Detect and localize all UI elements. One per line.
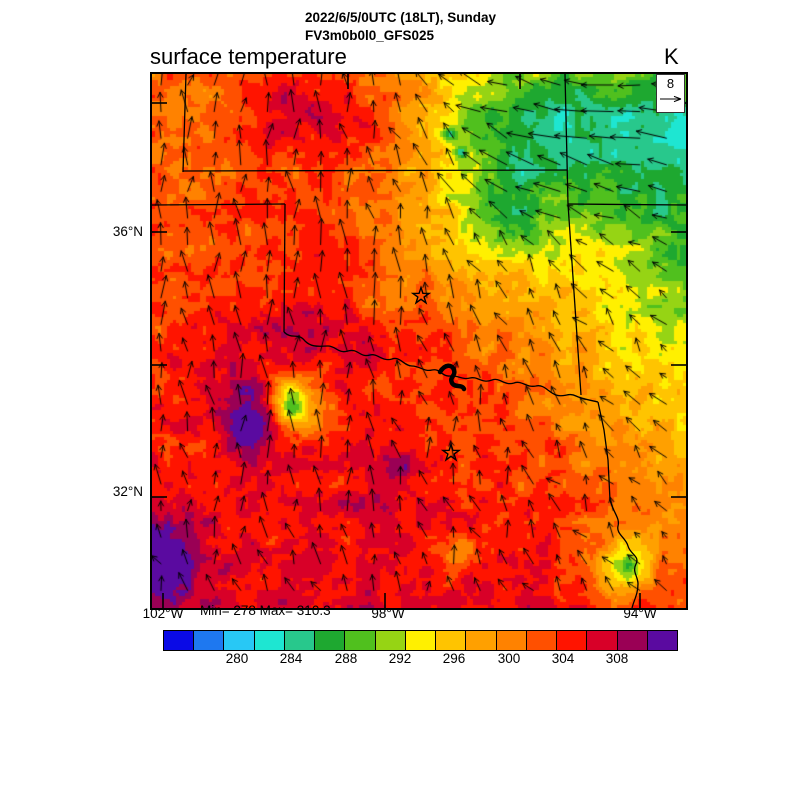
map-overlay bbox=[152, 74, 686, 608]
reference-arrow-icon bbox=[659, 95, 681, 103]
colorbar-labels: 280 284 288 292 296 300 304 308 bbox=[163, 651, 676, 669]
minmax-stats: Min= 278 Max= 310.3 bbox=[200, 603, 331, 618]
map-panel bbox=[150, 72, 688, 610]
city-star-marker bbox=[440, 442, 462, 462]
colorbar-segment bbox=[344, 631, 375, 650]
state-border bbox=[567, 203, 582, 396]
colorbar-tick-label: 308 bbox=[605, 651, 629, 666]
state-border bbox=[567, 203, 686, 206]
lat-label-32n: 32°N bbox=[112, 484, 143, 499]
colorbar-segment bbox=[253, 631, 284, 650]
colorbar-tick-label: 300 bbox=[497, 651, 521, 666]
temperature-field-canvas bbox=[152, 74, 686, 608]
state-border bbox=[182, 169, 568, 172]
colorbar-segment bbox=[404, 631, 436, 650]
state-border bbox=[564, 74, 569, 205]
colorbar-segment bbox=[616, 631, 647, 650]
colorbar bbox=[163, 630, 678, 651]
state-border bbox=[182, 74, 187, 173]
lake-shape bbox=[437, 363, 467, 392]
reference-vector-box: 8 bbox=[656, 74, 685, 113]
state-border bbox=[283, 331, 599, 403]
colorbar-tick-label: 288 bbox=[334, 651, 358, 666]
variable-label: surface temperature bbox=[150, 44, 347, 69]
colorbar-tick-label: 292 bbox=[388, 651, 412, 666]
colorbar-tick-label: 304 bbox=[551, 651, 575, 666]
plot-title-line2: FV3m0b0l0_GFS025 bbox=[305, 28, 435, 43]
colorbar-segment bbox=[435, 631, 466, 650]
colorbar-segment bbox=[556, 631, 587, 650]
plot-title: 2022/6/5/0UTC (18LT), Sunday FV3m0b0l0_G… bbox=[305, 9, 496, 45]
colorbar-segment bbox=[374, 631, 405, 650]
lon-label-94w: 94°W bbox=[623, 606, 657, 621]
state-border bbox=[283, 203, 286, 333]
state-border bbox=[152, 203, 286, 206]
units-label: K bbox=[664, 44, 679, 69]
colorbar-tick-label: 296 bbox=[442, 651, 466, 666]
plot-title-line1: 2022/6/5/0UTC (18LT), Sunday bbox=[305, 10, 497, 25]
colorbar-segment bbox=[646, 631, 677, 650]
state-border bbox=[597, 401, 639, 608]
lon-label-98w: 98°W bbox=[371, 606, 405, 621]
colorbar-segment bbox=[283, 631, 315, 650]
colorbar-segment bbox=[525, 631, 557, 650]
colorbar-tick-label: 284 bbox=[279, 651, 303, 666]
colorbar-segment bbox=[223, 631, 254, 650]
colorbar-segment bbox=[586, 631, 617, 650]
colorbar-segment bbox=[164, 631, 194, 650]
lat-label-36n: 36°N bbox=[112, 224, 143, 239]
lon-label-102w: 102°W bbox=[142, 606, 184, 621]
city-star-marker bbox=[410, 285, 432, 305]
colorbar-tick-label: 280 bbox=[225, 651, 249, 666]
colorbar-segment bbox=[314, 631, 345, 650]
colorbar-segment bbox=[495, 631, 526, 650]
colorbar-segment bbox=[193, 631, 224, 650]
colorbar-segment bbox=[465, 631, 496, 650]
reference-vector-value: 8 bbox=[666, 76, 675, 91]
